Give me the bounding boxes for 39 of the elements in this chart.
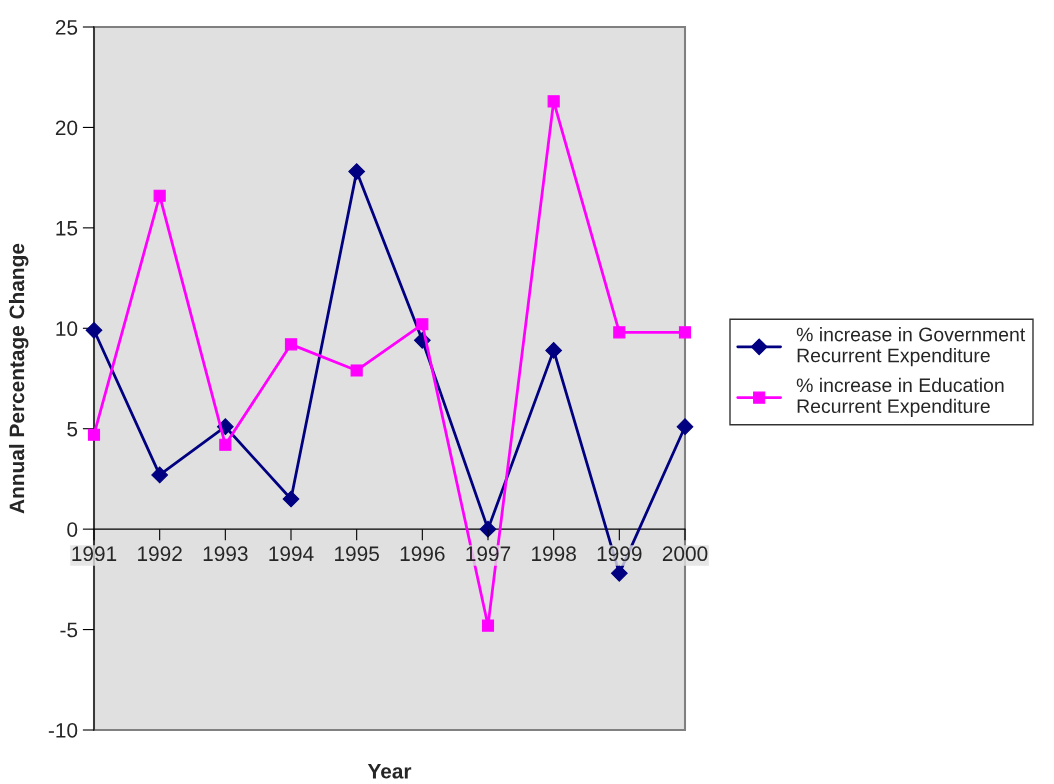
x-tick-label: 1995 xyxy=(335,546,379,562)
point xyxy=(151,466,169,484)
y-tick-label: 20 xyxy=(55,120,78,136)
point xyxy=(676,418,694,436)
point xyxy=(545,342,563,359)
y-tick-label: 10 xyxy=(56,321,78,337)
y-tick-label: 25 xyxy=(55,20,78,35)
x-axis-title: Year xyxy=(367,764,412,779)
point xyxy=(87,428,101,441)
y-tick-label: -5 xyxy=(60,622,78,638)
legend-label: % increase in Government Recurrent Expenditure xyxy=(796,327,1026,367)
y-tick-label: 0 xyxy=(67,522,78,537)
x-tick-label: 1997 xyxy=(466,546,511,562)
x-tick-label: 1992 xyxy=(138,546,182,562)
point xyxy=(219,438,232,451)
point xyxy=(284,338,298,351)
x-tick-label: 1999 xyxy=(597,546,642,562)
x-tick-label: 2000 xyxy=(662,546,708,562)
point xyxy=(282,490,300,508)
point xyxy=(610,564,628,582)
point xyxy=(350,364,363,377)
x-tick-label: 1994 xyxy=(269,546,314,562)
point xyxy=(85,321,103,339)
x-tick-label: 1998 xyxy=(532,546,576,562)
legend-label: % increase in Education Recurrent Expenditure xyxy=(796,377,1004,417)
point xyxy=(348,163,366,180)
x-tick-label: 1993 xyxy=(203,546,248,562)
y-axis-title: Annual Percentage Change xyxy=(8,243,29,514)
point xyxy=(416,318,429,331)
point xyxy=(153,189,166,202)
y-tick-label: 5 xyxy=(67,421,78,437)
point xyxy=(547,95,560,108)
x-tick-label: 1996 xyxy=(400,546,445,562)
point xyxy=(613,326,626,339)
y-tick-label: 15 xyxy=(56,221,78,236)
y-tick-label: -10 xyxy=(48,723,78,738)
point xyxy=(678,326,692,339)
x-tick-label: 1991 xyxy=(72,546,117,562)
point xyxy=(481,619,495,632)
